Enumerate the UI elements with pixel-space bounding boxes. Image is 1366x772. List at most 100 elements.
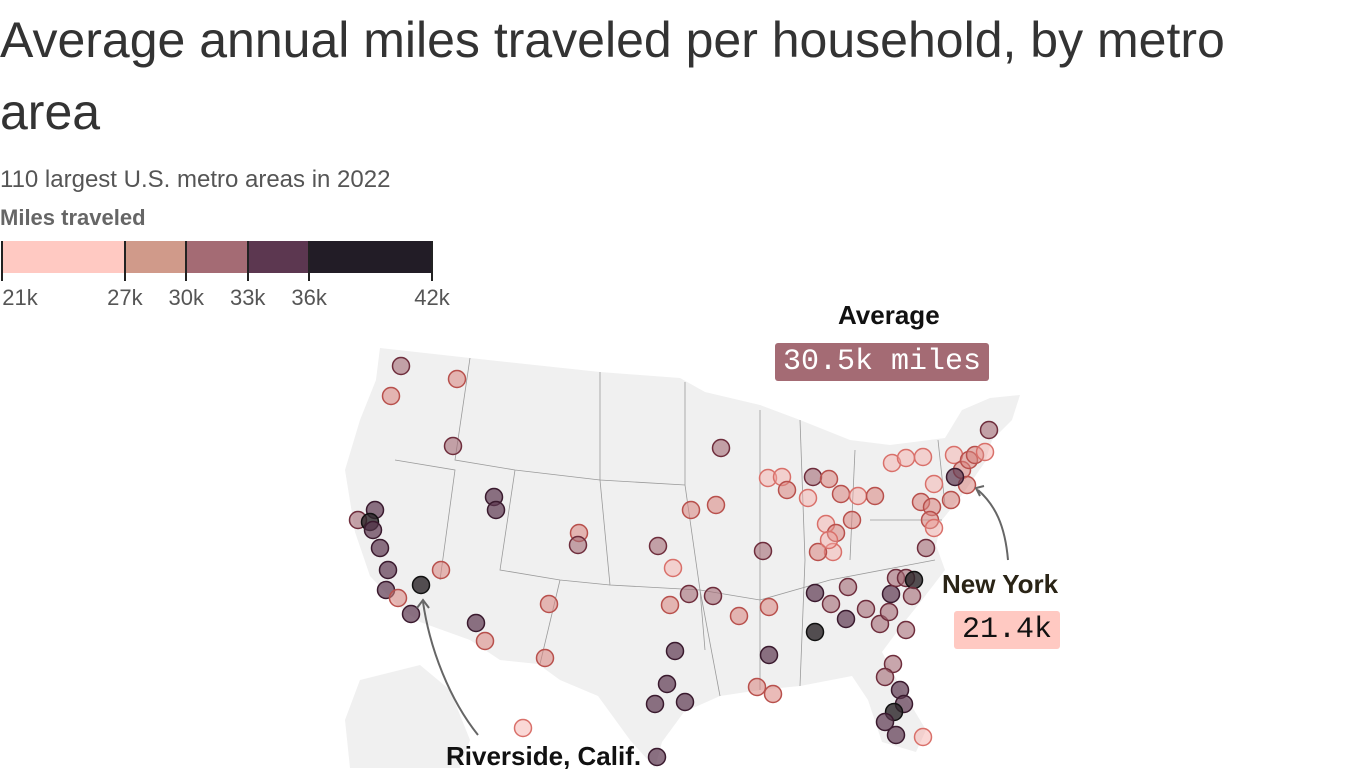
- legend-title: Miles traveled: [0, 205, 146, 230]
- metro-dot: [391, 356, 411, 376]
- legend-tick: [123, 241, 126, 281]
- state-border: [684, 382, 706, 651]
- metro-dot: [819, 530, 839, 550]
- metro-dot: [466, 613, 486, 633]
- metro-dot: [875, 667, 895, 687]
- metro-dot: [875, 712, 895, 732]
- new-york-label: New York: [942, 569, 1059, 599]
- metro-dot: [729, 606, 749, 626]
- legend-tick-label: 36k: [291, 285, 327, 310]
- metro-dot: [941, 490, 961, 510]
- new-york-value: 21.4k: [954, 611, 1061, 649]
- metro-dot: [660, 595, 680, 615]
- chart-title: Average annual miles traveled per househ…: [0, 12, 1225, 140]
- alaska-land: [345, 665, 470, 768]
- map-land: [345, 348, 1020, 768]
- average-label: Average: [838, 300, 940, 330]
- chart-subtitle: 110 largest U.S. metro areas in 2022: [0, 166, 391, 193]
- metro-dot: [513, 718, 533, 738]
- metro-dot: [679, 584, 699, 604]
- metro-dot: [979, 420, 999, 440]
- conus-land: [345, 348, 1020, 768]
- metro-dot: [865, 486, 885, 506]
- metro-dot: [568, 535, 588, 555]
- metro-dot: [657, 674, 677, 694]
- metro-dot: [711, 438, 731, 458]
- metro-dot: [777, 480, 797, 500]
- metro-dot: [363, 520, 383, 540]
- legend-tick-label: 27k: [107, 285, 143, 310]
- metro-dot: [663, 558, 683, 578]
- legend-tick-label: 21k: [2, 285, 38, 310]
- metro-dot: [645, 694, 665, 714]
- metro-dot: [856, 599, 876, 619]
- state-border: [499, 469, 611, 586]
- metro-dot: [475, 631, 495, 651]
- average-value: 30.5k miles: [775, 343, 990, 381]
- metro-dot: [703, 586, 723, 606]
- color-legend: 21k 27k 30k 33k 36k 42k: [0, 241, 450, 311]
- metro-dot: [388, 588, 408, 608]
- legend-tick: [308, 241, 311, 281]
- metro-dot: [881, 584, 901, 604]
- metro-dot: [431, 560, 451, 580]
- metro-dot: [675, 692, 695, 712]
- metro-dot: [836, 609, 856, 629]
- riverside-arrow: [422, 601, 479, 736]
- legend-tick: [431, 241, 433, 281]
- metro-dot: [370, 538, 390, 558]
- metro-dot: [401, 604, 421, 624]
- metro-dots: [348, 356, 999, 767]
- metro-dot: [648, 536, 668, 556]
- legend-tick: [246, 241, 249, 281]
- metro-dot: [381, 386, 401, 406]
- new-york-arrow: [977, 489, 1009, 561]
- metro-dot: [975, 442, 995, 462]
- riverside-arrowhead: [416, 598, 430, 609]
- metro-dot: [808, 542, 828, 562]
- metro-dot: [848, 486, 868, 506]
- metro-dot: [924, 474, 944, 494]
- state-border: [699, 589, 721, 697]
- metro-dot: [706, 495, 726, 515]
- metro-dot: [681, 500, 701, 520]
- riverside-label: Riverside, Calif.: [446, 741, 642, 771]
- metro-dot: [819, 469, 839, 489]
- metro-dot: [763, 684, 783, 704]
- legend-tick-label: 30k: [168, 285, 205, 310]
- metro-dot: [378, 560, 398, 580]
- legend-tick-label: 33k: [229, 285, 266, 310]
- metro-dot: [805, 583, 825, 603]
- metro-dot: [753, 541, 773, 561]
- metro-dot: [805, 622, 825, 642]
- metro-dot: [759, 597, 779, 617]
- metro-dot: [443, 436, 463, 456]
- metro-dot: [879, 602, 899, 622]
- metro-dot: [902, 586, 922, 606]
- legend-bin: [309, 241, 432, 273]
- metro-dot: [747, 677, 767, 697]
- metro-dot: [842, 510, 862, 530]
- metro-dot: [838, 577, 858, 597]
- metro-dot: [647, 747, 667, 767]
- metro-dot: [411, 575, 431, 595]
- legend-bin: [247, 241, 310, 273]
- metro-dot: [758, 468, 778, 488]
- metro-dot: [896, 448, 916, 468]
- metro-dot: [447, 369, 467, 389]
- metro-dot: [821, 594, 841, 614]
- metro-dot: [831, 484, 851, 504]
- metro-dot: [913, 727, 933, 747]
- new-york-arrowhead: [974, 485, 985, 497]
- state-border: [394, 459, 456, 581]
- metro-dot: [886, 725, 906, 745]
- state-border: [799, 419, 806, 687]
- metro-dot: [665, 641, 685, 661]
- metro-dot: [535, 648, 555, 668]
- legend-bin: [124, 241, 187, 273]
- state-border: [849, 449, 856, 561]
- metro-dot: [965, 445, 985, 465]
- metro-dot: [904, 570, 924, 590]
- metro-dot: [924, 518, 944, 538]
